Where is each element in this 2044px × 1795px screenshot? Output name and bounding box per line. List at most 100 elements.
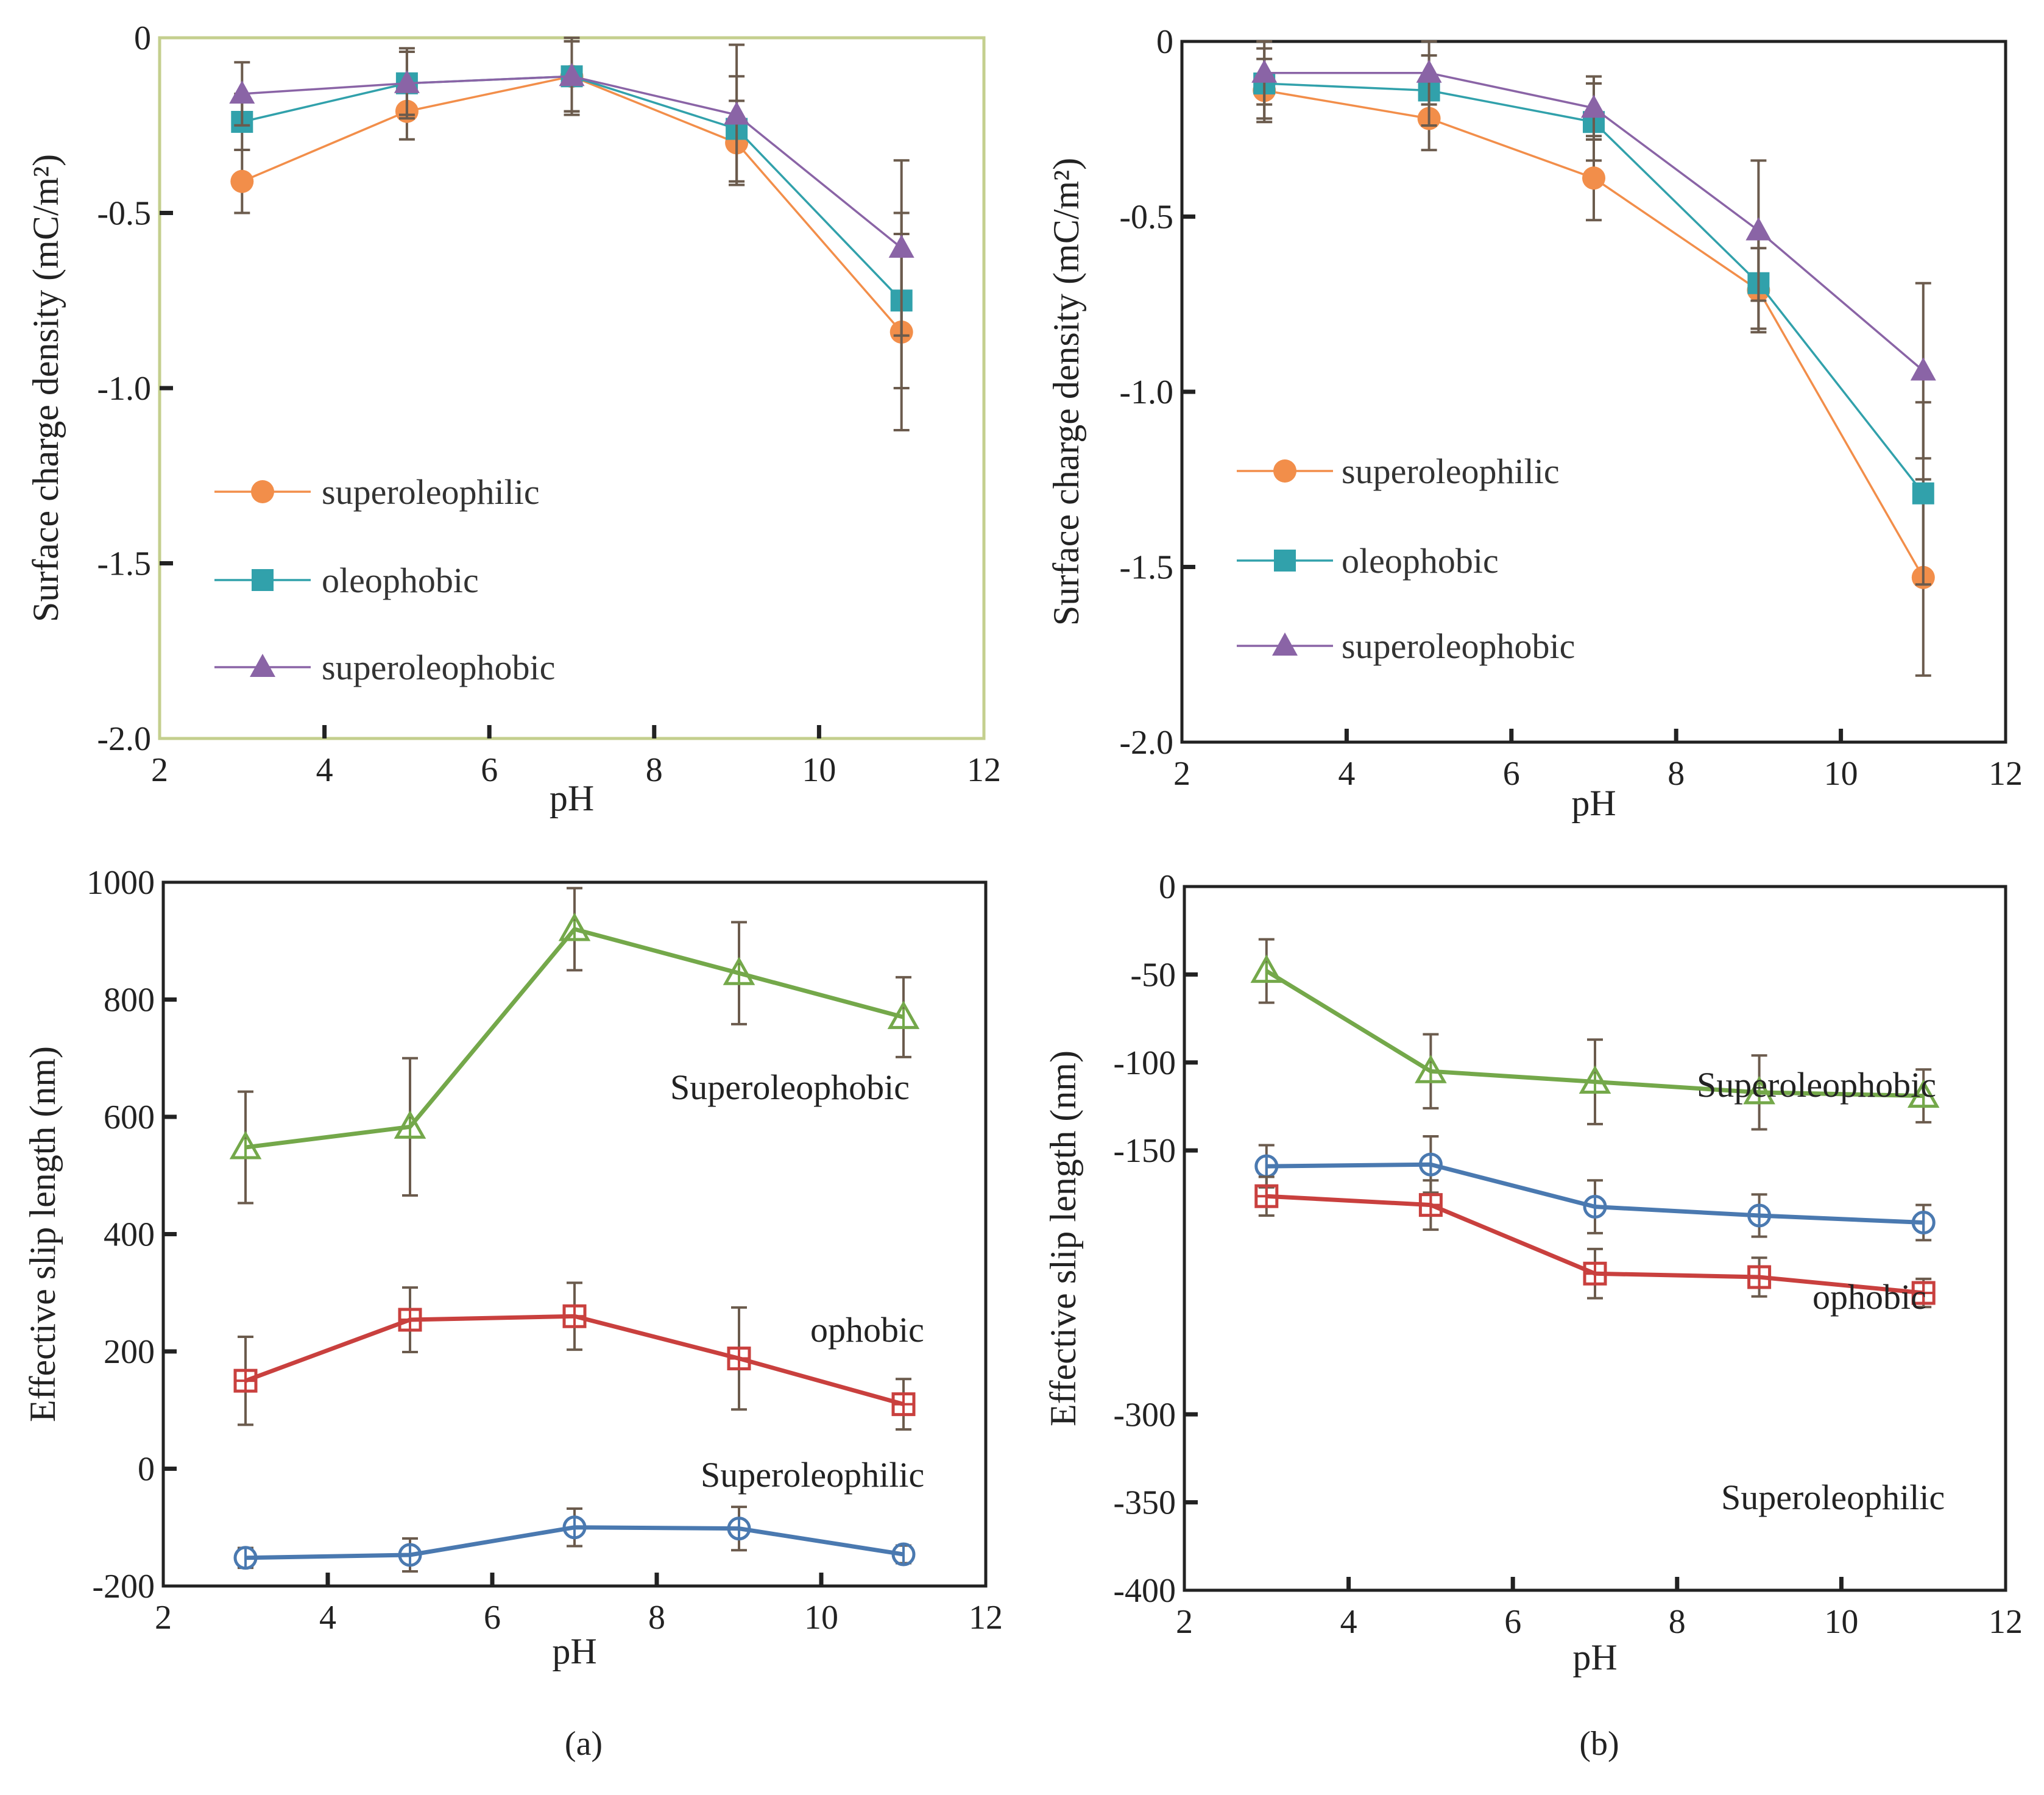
series-annotation: ophobic <box>810 1310 924 1350</box>
y-tick-label: -300 <box>1113 1396 1176 1434</box>
x-tick-label: 12 <box>1989 1603 2023 1641</box>
data-point <box>1254 1184 1279 1208</box>
legend-entry: superoleophobic <box>214 648 555 687</box>
data-point <box>230 169 254 193</box>
plot-frame <box>1183 885 2007 1592</box>
y-axis-label: Effective slip length (nm) <box>23 1046 63 1422</box>
x-tick-label: 2 <box>1173 755 1190 793</box>
legend-marker <box>251 480 274 503</box>
x-tick-label: 6 <box>1503 755 1520 793</box>
plot-frame <box>158 36 986 740</box>
x-tick-label: 2 <box>155 1599 172 1637</box>
data-point <box>724 101 750 125</box>
y-tick-label: -0.5 <box>1119 199 1173 236</box>
y-tick-label: -1.0 <box>97 370 151 408</box>
legend-label: superoleophobic <box>322 648 555 687</box>
series-superoleophobic <box>1251 40 1936 460</box>
legend-marker <box>1273 459 1296 483</box>
caption-b: (b) <box>1579 1725 1619 1763</box>
series-annotation: Superoleophilic <box>1721 1478 1945 1517</box>
data-point <box>891 1392 916 1417</box>
data-point <box>1415 1055 1447 1083</box>
y-tick-label: 800 <box>104 982 155 1019</box>
data-point <box>1250 954 1283 983</box>
series-annotation: ophobic <box>1812 1277 1926 1317</box>
x-tick-label: 10 <box>802 751 836 789</box>
data-point <box>229 80 255 104</box>
data-point <box>1747 1203 1772 1228</box>
data-point <box>1912 482 1934 505</box>
x-tick-label: 8 <box>1669 1603 1686 1641</box>
legend-entry: superoleophobic <box>1237 626 1575 666</box>
y-tick-label: -350 <box>1113 1484 1176 1522</box>
data-point <box>723 957 755 985</box>
y-tick-label: -200 <box>92 1568 155 1606</box>
legend-marker <box>1274 550 1296 572</box>
y-tick-label: 200 <box>104 1333 155 1371</box>
series-superoleophobic <box>229 37 914 337</box>
y-tick-label: 0 <box>1156 23 1173 61</box>
data-point <box>1747 1265 1772 1289</box>
data-point <box>562 1304 587 1328</box>
legend-marker <box>250 654 275 677</box>
data-point <box>394 69 420 93</box>
data-point <box>1583 1195 1607 1219</box>
data-point <box>558 912 591 941</box>
y-tick-label: 0 <box>134 19 151 57</box>
series-superoleophobic <box>1250 938 1940 1131</box>
x-tick-label: 6 <box>1504 1603 1521 1641</box>
y-tick-label: 1000 <box>87 864 155 902</box>
x-tick-label: 8 <box>1667 755 1685 793</box>
y-axis-label: Effective slip length (nm) <box>1043 1050 1083 1426</box>
x-tick-label: 4 <box>319 1599 336 1637</box>
series-annotation: Superoleophobic <box>670 1067 910 1107</box>
y-tick-label: -50 <box>1130 956 1176 994</box>
x-axis-label: pH <box>1572 1637 1617 1677</box>
data-point <box>1581 94 1607 118</box>
data-point <box>727 1347 751 1371</box>
y-tick-label: -400 <box>1113 1572 1176 1610</box>
x-tick-label: 2 <box>1176 1603 1193 1641</box>
x-tick-label: 12 <box>1989 755 2023 793</box>
data-point <box>398 1308 422 1332</box>
data-point <box>562 1515 587 1540</box>
x-tick-label: 8 <box>648 1599 665 1637</box>
x-tick-label: 10 <box>1824 755 1858 793</box>
series-superoleophobic <box>229 887 920 1205</box>
data-point <box>1582 166 1605 190</box>
y-tick-label: 0 <box>1159 868 1176 906</box>
data-point <box>888 235 914 258</box>
legend-label: superoleophobic <box>1342 626 1575 666</box>
y-tick-label: -0.5 <box>97 195 151 233</box>
caption-a: (a) <box>565 1725 603 1763</box>
data-point <box>233 1546 258 1570</box>
legend-entry: oleophobic <box>1237 541 1499 581</box>
legend-entry: superoleophilic <box>214 472 540 512</box>
legend-entry: superoleophilic <box>1237 451 1560 491</box>
panel-b-top: 2 4 6 8 10 12 0 -0.5 -1.0 -1.5 -2.0 pH Surface charg… <box>1046 23 2023 823</box>
legend-marker <box>1272 632 1298 656</box>
data-point <box>1907 1079 1940 1108</box>
series-superoleophilic <box>1254 1175 1936 1309</box>
x-axis-label: pH <box>550 778 594 818</box>
data-point <box>1579 1065 1611 1094</box>
series-ophobic <box>1254 1135 1936 1242</box>
data-point <box>1911 1281 1936 1305</box>
y-tick-label: -1.0 <box>1119 374 1173 411</box>
series-annotation: Superoleophobic <box>1697 1065 1936 1105</box>
panel-a-top: 2 4 6 8 10 12 0 -0.5 -1.0 -1.5 -2.0 pH Surface charg… <box>26 19 1001 818</box>
y-tick-label: -2.0 <box>97 720 151 758</box>
x-axis-label: pH <box>1571 783 1616 823</box>
x-tick-label: 10 <box>804 1599 838 1637</box>
data-point <box>727 1517 751 1541</box>
series-ophobic <box>233 1281 916 1431</box>
data-point <box>887 1000 920 1029</box>
x-tick-label: 4 <box>316 751 333 789</box>
y-tick-label: -150 <box>1113 1132 1176 1170</box>
x-tick-label: 4 <box>1340 1603 1357 1641</box>
data-point <box>1745 217 1772 241</box>
y-tick-label: 600 <box>104 1099 155 1136</box>
y-axis-label: Surface charge density (mC/m²) <box>26 154 66 622</box>
series-annotation: Superoleophilic <box>701 1455 924 1495</box>
data-point <box>1418 1152 1443 1177</box>
